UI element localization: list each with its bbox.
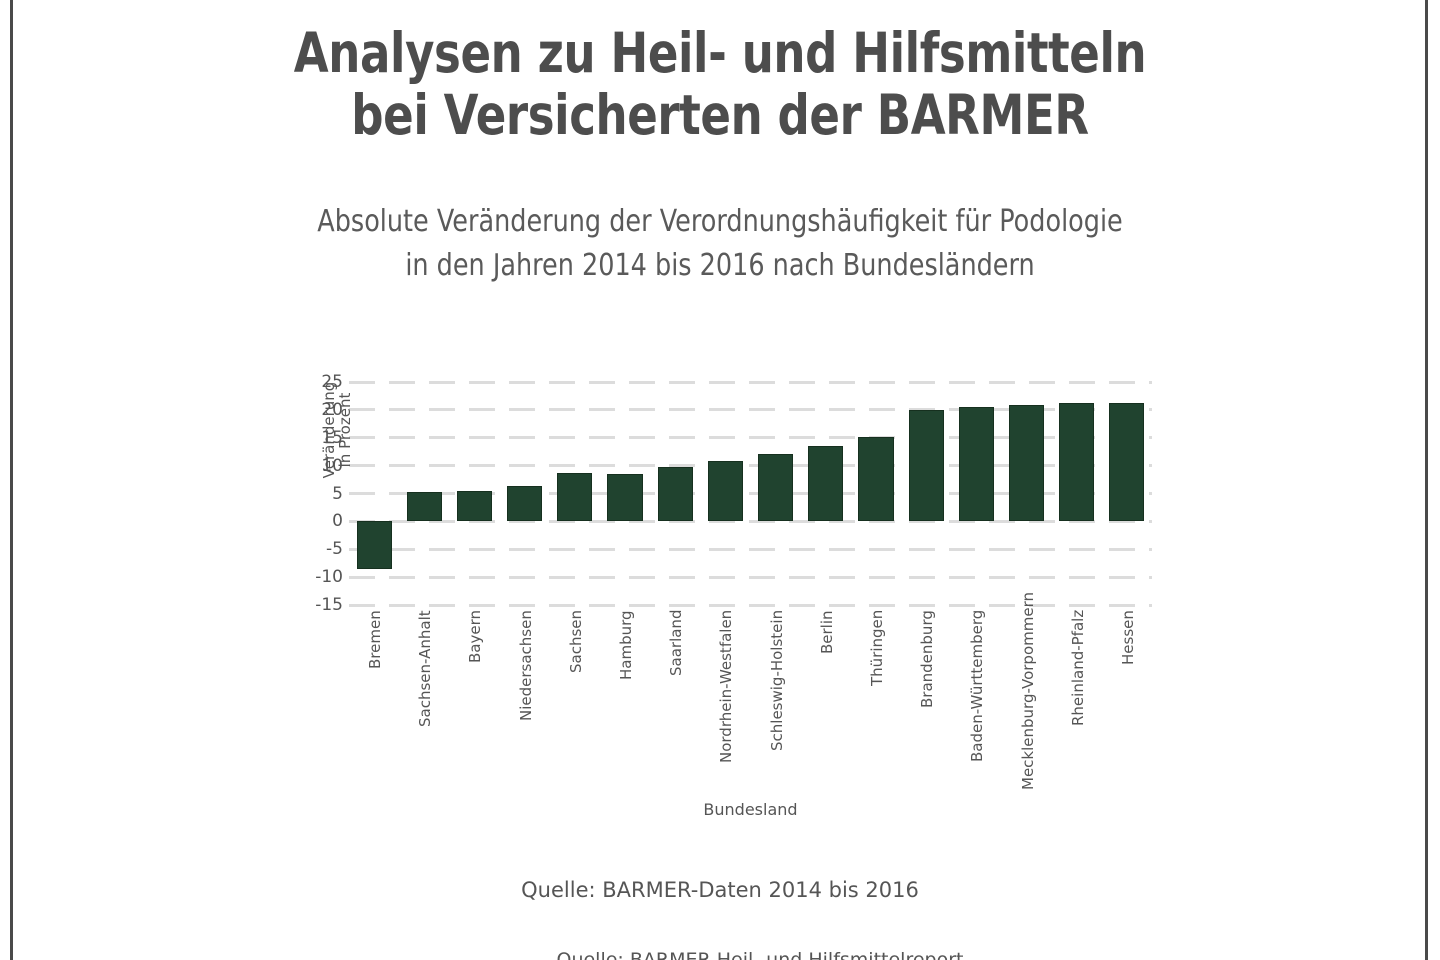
y-tick-label: -5: [326, 539, 343, 560]
bar-series: [349, 382, 1152, 605]
y-tick-label: 20: [321, 399, 343, 420]
y-tick-label: -10: [315, 567, 343, 588]
bar: [758, 453, 794, 522]
bar: [908, 409, 944, 522]
y-tick-label: 0: [332, 511, 343, 532]
chart-subtitle-line-1: Absolute Veränderung der Verordnungshäuf…: [317, 204, 1123, 239]
gridline: [349, 436, 1152, 440]
gridline: [349, 519, 1152, 523]
gridline: [349, 464, 1152, 468]
y-tick-label: 10: [321, 455, 343, 476]
x-tick-label: Hamburg: [617, 610, 636, 680]
bar: [1059, 402, 1095, 522]
x-tick-label: Berlin: [817, 610, 836, 654]
chart-subtitle-line-2: in den Jahren 2014 bis 2016 nach Bundesl…: [405, 248, 1035, 283]
bar: [657, 467, 693, 522]
y-axis-label-line-1: Veränderung: [320, 381, 338, 479]
source-note: Quelle: BARMER-Daten 2014 bis 2016: [521, 878, 919, 902]
bar: [507, 486, 543, 522]
x-tick-label: Sachsen-Anhalt: [416, 610, 435, 727]
footer-note-clip: Quelle: BARMER Heil- und Hilfsmittelrepo…: [170, 948, 1350, 960]
plot-area: [349, 380, 1152, 607]
page-title: Analysen zu Heil- und Hilfsmitteln bei V…: [228, 22, 1212, 146]
x-tick-label: Mecklenburg-Vorpommern: [1018, 592, 1037, 790]
bar: [1008, 404, 1045, 522]
gridline: [349, 603, 1152, 607]
y-axis-label-line-2: in Prozent: [336, 392, 354, 468]
x-tick-label: Hessen: [1118, 610, 1137, 665]
x-tick-label: Niedersachsen: [516, 610, 535, 721]
gridline: [349, 547, 1152, 551]
bar: [456, 491, 493, 522]
gridline: [349, 492, 1152, 495]
bar: [557, 473, 593, 522]
x-tick-label: Saarland: [667, 610, 686, 677]
page-title-line-2: bei Versicherten der BARMER: [351, 83, 1089, 147]
x-tick-label: Baden-Württemberg: [968, 610, 987, 763]
slide-border-right: [1425, 0, 1428, 960]
x-tick-label: Bayern: [466, 610, 485, 663]
bar: [858, 437, 894, 522]
bar: [406, 491, 442, 522]
gridline: [349, 408, 1152, 412]
y-tick-label: -15: [315, 595, 343, 615]
bar: [607, 473, 643, 522]
x-tick-label: Sachsen: [566, 610, 585, 674]
gridline: [349, 380, 1152, 384]
bar: [958, 407, 994, 522]
x-tick-label: Nordrhein-Westfalen: [717, 610, 736, 764]
footer-note: Quelle: BARMER Heil- und Hilfsmittelrepo…: [556, 949, 964, 960]
y-axis-label: Veränderung in Prozent: [320, 350, 354, 510]
y-tick-label: 25: [321, 372, 343, 392]
x-axis-ticks: Bremen Sachsen-Anhalt Bayern Niedersachsen S…: [349, 592, 1152, 800]
slide-border-left: [10, 0, 13, 960]
x-tick-label: Schleswig-Holstein: [767, 610, 786, 752]
page-title-line-1: Analysen zu Heil- und Hilfsmitteln: [293, 21, 1147, 85]
x-tick-label: Rheinland-Pfalz: [1068, 610, 1087, 727]
chart-subtitle: Absolute Veränderung der Verordnungshäuf…: [253, 200, 1188, 288]
x-tick-label: Bremen: [366, 610, 385, 669]
x-tick-label: Thüringen: [867, 610, 886, 687]
y-tick-label: 5: [332, 483, 343, 504]
bar: [808, 445, 844, 522]
bar: [1109, 403, 1145, 522]
bar: [356, 521, 392, 570]
x-tick-label: Brandenburg: [918, 610, 937, 708]
x-axis-label: Bundesland: [703, 800, 798, 819]
y-tick-label: 15: [321, 427, 343, 448]
y-axis-ticks: 25 20 15 10 5 0 -5 -10 -15: [297, 374, 343, 614]
bar: [707, 461, 743, 522]
gridline: [349, 575, 1152, 579]
